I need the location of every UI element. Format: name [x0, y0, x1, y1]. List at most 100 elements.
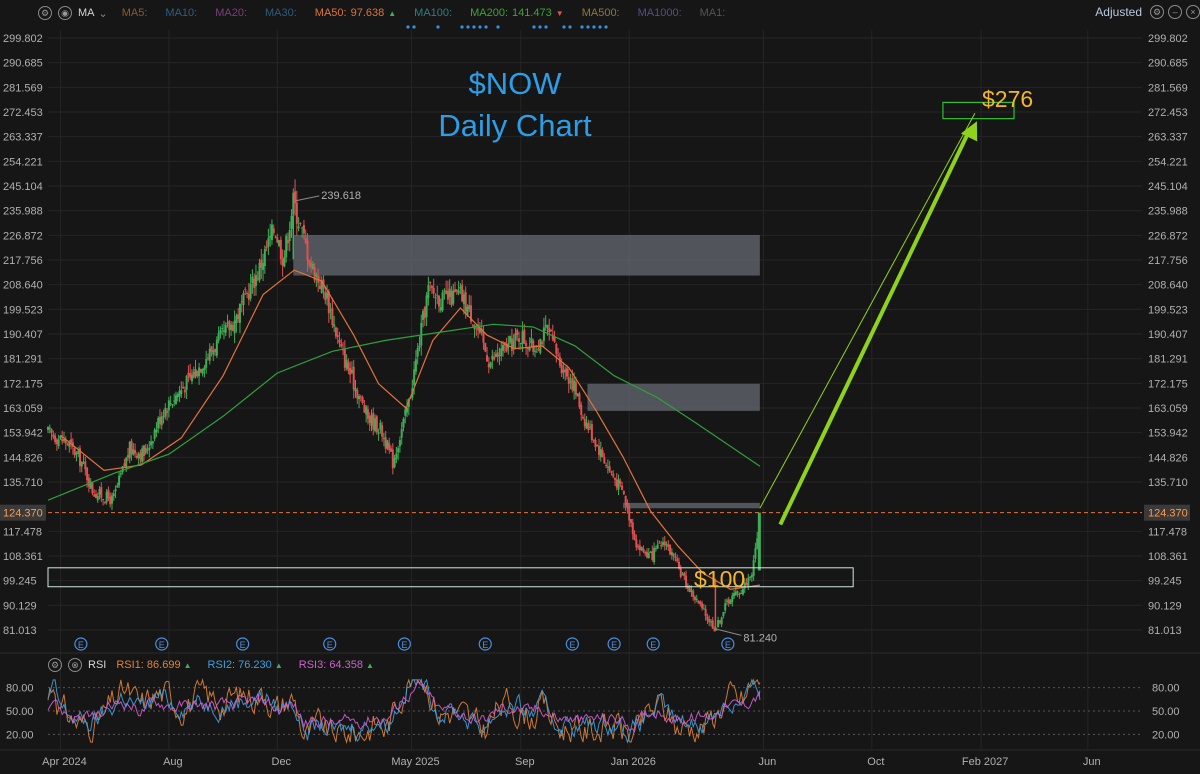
- candle-body: [78, 448, 81, 467]
- candle-body: [267, 238, 270, 247]
- eye-icon[interactable]: ◉: [58, 6, 72, 20]
- candle-body: [260, 259, 263, 268]
- candle-body: [439, 307, 442, 311]
- settings-icon[interactable]: ⚙: [1150, 5, 1164, 19]
- ma-item[interactable]: MA100:: [414, 7, 452, 19]
- candle-body: [142, 445, 145, 457]
- y-tick-label-right: 163.059: [1148, 403, 1188, 415]
- candle-body: [174, 395, 177, 404]
- candle-body: [139, 452, 142, 460]
- candle-body: [681, 574, 684, 576]
- ma-item[interactable]: MA200: 141.473 ▼: [470, 7, 564, 19]
- candle-body: [713, 627, 716, 632]
- close-icon[interactable]: ⊗: [68, 658, 82, 672]
- rsi-line-1: [47, 678, 761, 744]
- close-icon[interactable]: ×: [1186, 5, 1200, 19]
- y-tick-label-left: 163.059: [3, 403, 43, 415]
- chart-title-ticker: $NOW: [468, 66, 562, 101]
- candle-body: [98, 488, 101, 495]
- ma-item-label: MA100:: [414, 7, 453, 19]
- candle-body: [418, 345, 421, 348]
- candle-body: [701, 603, 704, 609]
- y-tick-label-right: 124.370: [1148, 508, 1188, 520]
- x-tick-label: Dec: [272, 756, 292, 768]
- signal-dot: [544, 25, 548, 29]
- candle-body: [656, 544, 659, 549]
- candle-body: [87, 477, 90, 487]
- ma-item-label: MA20:: [215, 7, 247, 19]
- y-tick-label-left: 90.129: [3, 600, 37, 612]
- candle-body: [749, 576, 752, 578]
- minimize-icon[interactable]: –: [1168, 5, 1182, 19]
- candle-body: [400, 428, 403, 438]
- signal-dot: [592, 25, 596, 29]
- candle-body: [308, 260, 311, 266]
- candle-body: [505, 344, 508, 352]
- y-tick-label-left: 235.988: [3, 206, 43, 218]
- ma-item[interactable]: MA5:: [122, 7, 148, 19]
- candle-body: [450, 291, 453, 306]
- ma-item[interactable]: MA50: 97.638 ▲: [315, 7, 396, 19]
- chevron-down-icon[interactable]: ⌄: [98, 7, 108, 20]
- candle-body: [461, 284, 464, 302]
- candle-body: [301, 227, 304, 229]
- candle-body: [148, 447, 151, 451]
- candle-body: [368, 415, 371, 423]
- candle-body: [603, 457, 606, 464]
- candle-body: [144, 447, 147, 454]
- ma-item[interactable]: MA1:: [700, 7, 726, 19]
- ma-item-label: MA5:: [121, 7, 148, 19]
- settings-icon[interactable]: ⚙: [48, 658, 62, 672]
- candle-body: [84, 461, 87, 470]
- candle-body: [535, 351, 538, 353]
- candle-body: [57, 439, 60, 446]
- target-arrow-head: [960, 121, 978, 142]
- candle-body: [254, 275, 257, 287]
- candle-body: [198, 367, 201, 377]
- candle-body: [208, 348, 211, 361]
- candle-body: [141, 448, 144, 463]
- earnings-circle: [323, 637, 337, 651]
- ma-item[interactable]: MA20:: [215, 7, 247, 19]
- candle-body: [310, 262, 313, 268]
- candle-body: [324, 291, 327, 301]
- supply-zone: [587, 383, 760, 411]
- indicator-name: MA: [78, 7, 95, 19]
- candle-body: [230, 324, 233, 330]
- candle-body: [676, 558, 679, 562]
- y-tick-label-left: 245.104: [3, 181, 43, 193]
- candle-body: [158, 417, 161, 424]
- candle-body: [528, 346, 531, 351]
- candle-body: [366, 409, 369, 419]
- candle-body: [477, 324, 480, 331]
- candle-body: [162, 416, 165, 418]
- candle-body: [571, 378, 574, 390]
- target-label: $276: [982, 86, 1034, 112]
- ma-item[interactable]: MA10:: [165, 7, 197, 19]
- settings-icon[interactable]: ⚙: [38, 6, 52, 20]
- candle-body: [295, 202, 298, 224]
- candle-body: [249, 283, 252, 299]
- candle-body: [54, 435, 57, 443]
- x-tick-label: Jun: [1083, 756, 1101, 768]
- candle-body: [525, 343, 528, 347]
- ma-item[interactable]: MA1000:: [638, 7, 682, 19]
- candle-body: [518, 338, 521, 342]
- candle-body: [429, 281, 432, 284]
- candle-body: [589, 426, 592, 428]
- candle-body: [338, 339, 341, 343]
- candle-body: [130, 440, 133, 454]
- candle-body: [578, 393, 581, 408]
- candle-body: [555, 343, 558, 354]
- chart-title-subtitle: Daily Chart: [438, 108, 592, 143]
- candle-body: [445, 290, 448, 294]
- candle-body: [107, 489, 110, 499]
- adjusted-button[interactable]: Adjusted: [1095, 5, 1142, 19]
- ma-item[interactable]: MA500:: [582, 7, 620, 19]
- candle-body: [105, 491, 108, 503]
- candle-body: [622, 491, 625, 495]
- y-tick-label-right: 263.337: [1148, 132, 1188, 144]
- ma-item[interactable]: MA30:: [265, 7, 297, 19]
- candle-body: [661, 542, 664, 545]
- candle-body: [708, 619, 711, 623]
